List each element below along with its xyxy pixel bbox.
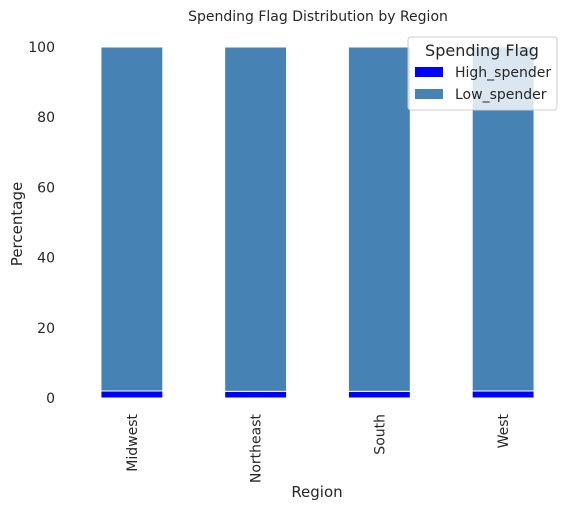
y-tick-labels: 0 20 40 60 80 100 (28, 40, 55, 407)
bar-midwest-low-spender (100, 46, 164, 392)
legend-label-high-spender: High_spender (455, 65, 551, 81)
legend-label-low-spender: Low_spender (455, 87, 547, 103)
y-tick-label: 0 (46, 391, 55, 407)
legend-swatch-low-spender (415, 89, 443, 99)
y-tick-label: 80 (37, 110, 55, 126)
y-tick-label: 60 (37, 180, 55, 196)
bar-midwest-high-spender (100, 390, 164, 399)
chart-title: Spending Flag Distribution by Region (188, 9, 448, 25)
legend-title: Spending Flag (425, 41, 539, 60)
bar-northeast-low-spender (224, 46, 288, 392)
bar-northeast-high-spender (224, 390, 288, 399)
x-tick-label-west: West (496, 413, 512, 448)
x-tick-label-northeast: Northeast (249, 413, 265, 483)
bar-south-low-spender (347, 46, 411, 392)
legend: Spending Flag High_spender Low_spender (407, 36, 558, 111)
legend-frame (407, 36, 558, 111)
x-tick-labels: Midwest Northeast South West (125, 413, 512, 483)
y-tick-label: 20 (37, 321, 55, 337)
x-tick-label-midwest: Midwest (125, 413, 141, 471)
x-tick-label-south: South (372, 414, 388, 455)
bar-south-high-spender (347, 390, 411, 399)
x-axis-label: Region (291, 483, 342, 501)
y-tick-label: 100 (28, 40, 55, 56)
legend-items: High_spender Low_spender (415, 65, 551, 103)
y-axis-label: Percentage (8, 182, 26, 266)
legend-swatch-high-spender (415, 67, 443, 77)
y-tick-label: 40 (37, 251, 55, 267)
bar-west-high-spender (471, 390, 535, 399)
